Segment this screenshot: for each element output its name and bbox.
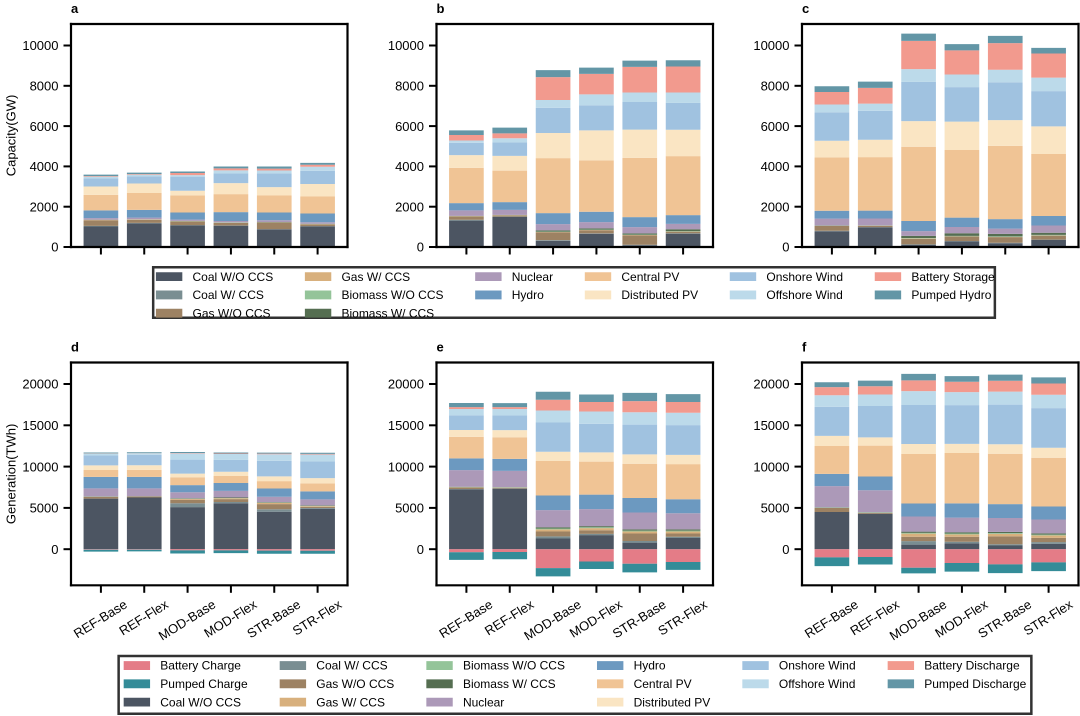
svg-text:Distributed PV: Distributed PV	[634, 695, 711, 709]
svg-text:0: 0	[782, 240, 789, 255]
svg-text:8000: 8000	[30, 79, 59, 94]
svg-text:Offshore Wind: Offshore Wind	[779, 677, 855, 691]
svg-text:8000: 8000	[395, 79, 424, 94]
svg-text:Coal W/O CCS: Coal W/O CCS	[193, 270, 274, 284]
svg-text:4000: 4000	[761, 159, 790, 174]
svg-text:b: b	[437, 1, 445, 16]
svg-text:4000: 4000	[30, 159, 59, 174]
svg-text:0: 0	[51, 240, 58, 255]
svg-text:Offshore Wind: Offshore Wind	[766, 288, 842, 302]
svg-text:10000: 10000	[22, 459, 58, 474]
svg-text:15000: 15000	[388, 418, 424, 433]
svg-text:20000: 20000	[753, 377, 789, 392]
svg-text:5000: 5000	[30, 501, 59, 516]
svg-text:Gas W/ CCS: Gas W/ CCS	[341, 270, 410, 284]
svg-text:Central PV: Central PV	[634, 677, 692, 691]
svg-text:0: 0	[417, 240, 424, 255]
svg-text:5000: 5000	[761, 501, 790, 516]
svg-text:4000: 4000	[395, 159, 424, 174]
svg-text:Battery Storage: Battery Storage	[911, 270, 995, 284]
svg-text:Onshore Wind: Onshore Wind	[779, 659, 856, 673]
svg-text:20000: 20000	[22, 377, 58, 392]
svg-text:Hydro: Hydro	[634, 659, 666, 673]
svg-text:Capacity(GW): Capacity(GW)	[4, 95, 19, 177]
svg-text:Gas W/O CCS: Gas W/O CCS	[316, 677, 394, 691]
svg-text:6000: 6000	[30, 119, 59, 134]
svg-text:a: a	[71, 1, 79, 16]
svg-text:20000: 20000	[388, 377, 424, 392]
svg-text:10000: 10000	[753, 38, 789, 53]
svg-text:2000: 2000	[30, 199, 59, 214]
svg-text:Generation(TWh): Generation(TWh)	[4, 424, 19, 524]
svg-text:Pumped Discharge: Pumped Discharge	[924, 677, 1026, 691]
svg-text:Biomass W/O CCS: Biomass W/O CCS	[341, 288, 443, 302]
svg-text:15000: 15000	[753, 418, 789, 433]
svg-text:f: f	[802, 340, 807, 355]
svg-text:5000: 5000	[395, 501, 424, 516]
svg-text:Hydro: Hydro	[512, 288, 544, 302]
svg-text:d: d	[71, 340, 79, 355]
svg-text:10000: 10000	[388, 459, 424, 474]
svg-text:Onshore Wind: Onshore Wind	[766, 270, 843, 284]
svg-text:c: c	[802, 1, 809, 16]
svg-text:Central PV: Central PV	[621, 270, 679, 284]
svg-text:Distributed PV: Distributed PV	[621, 288, 698, 302]
svg-text:e: e	[437, 340, 444, 355]
svg-text:6000: 6000	[761, 119, 790, 134]
svg-text:2000: 2000	[761, 199, 790, 214]
svg-text:8000: 8000	[761, 79, 790, 94]
svg-text:Nuclear: Nuclear	[512, 270, 553, 284]
svg-text:0: 0	[51, 542, 58, 557]
svg-text:Gas W/ CCS: Gas W/ CCS	[316, 695, 385, 709]
svg-text:10000: 10000	[753, 459, 789, 474]
svg-text:Nuclear: Nuclear	[463, 695, 504, 709]
svg-text:Coal W/ CCS: Coal W/ CCS	[316, 659, 387, 673]
svg-text:Battery Discharge: Battery Discharge	[924, 659, 1020, 673]
svg-text:Coal W/ CCS: Coal W/ CCS	[193, 288, 264, 302]
svg-text:Coal W/O CCS: Coal W/O CCS	[160, 695, 241, 709]
svg-text:Pumped Charge: Pumped Charge	[160, 677, 248, 691]
svg-text:Gas W/O CCS: Gas W/O CCS	[193, 306, 271, 320]
svg-text:Pumped Hydro: Pumped Hydro	[911, 288, 991, 302]
svg-text:Biomass W/ CCS: Biomass W/ CCS	[341, 306, 434, 320]
svg-text:2000: 2000	[395, 199, 424, 214]
svg-text:Biomass W/ CCS: Biomass W/ CCS	[463, 677, 556, 691]
svg-text:6000: 6000	[395, 119, 424, 134]
svg-text:10000: 10000	[388, 38, 424, 53]
svg-text:15000: 15000	[22, 418, 58, 433]
svg-text:Biomass W/O CCS: Biomass W/O CCS	[463, 659, 565, 673]
svg-text:0: 0	[782, 542, 789, 557]
svg-text:10000: 10000	[22, 38, 58, 53]
svg-text:0: 0	[417, 542, 424, 557]
svg-text:Battery Charge: Battery Charge	[160, 659, 241, 673]
